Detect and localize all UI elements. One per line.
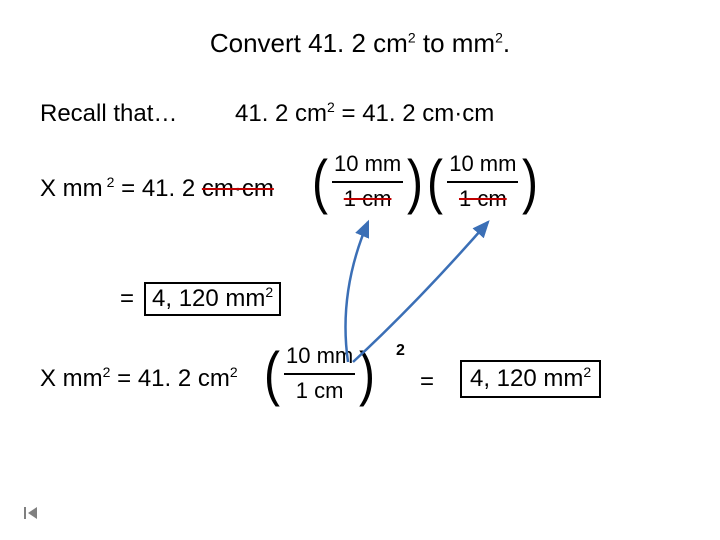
recall-equation: 41. 2 cm2 = 41. 2 cm·cm <box>235 100 494 128</box>
equals-sign-2: = <box>420 368 434 396</box>
fraction-group-2: ( 10 mm 1 cm ) <box>262 342 377 405</box>
title-suffix: . <box>503 28 510 58</box>
fraction-1: 10 mm 1 cm <box>332 150 403 213</box>
prev-slide-icon[interactable] <box>22 504 40 522</box>
recall-label: Recall that… <box>40 100 177 128</box>
title-sup2: 2 <box>495 29 503 45</box>
paren-close-3: ) <box>359 344 375 404</box>
paren-close-2: ) <box>522 152 538 212</box>
result-box-2: 4, 120 mm2 <box>460 360 601 398</box>
title-prefix: Convert 41. 2 cm <box>210 28 408 58</box>
title-sup1: 2 <box>408 29 416 45</box>
strike-cm-cm: cm·cm <box>202 175 274 202</box>
paren-close-1: ) <box>407 152 423 212</box>
squared-exponent: 2 <box>396 342 405 360</box>
strike-den-1: 1 cm <box>344 183 392 214</box>
fraction-group-1: ( 10 mm 1 cm ) ( 10 mm 1 cm ) <box>310 150 540 213</box>
strike-den-2: 1 cm <box>459 183 507 214</box>
page-title: Convert 41. 2 cm2 to mm2. <box>0 28 720 59</box>
fraction-3: 10 mm 1 cm <box>284 342 355 405</box>
paren-open-3: ( <box>264 344 280 404</box>
equation-line-1: X mm2 = 41. 2 cm·cm <box>40 175 274 203</box>
paren-open-2: ( <box>427 152 443 212</box>
equation-line-2: X mm2 = 41. 2 cm2 <box>40 365 238 393</box>
result-line-2: 4, 120 mm2 <box>460 360 601 398</box>
title-mid: to mm <box>416 28 495 58</box>
fraction-2: 10 mm 1 cm <box>447 150 518 213</box>
paren-open-1: ( <box>312 152 328 212</box>
result-line-1: = 4, 120 mm2 <box>120 282 281 316</box>
result-box-1: 4, 120 mm2 <box>144 282 281 316</box>
